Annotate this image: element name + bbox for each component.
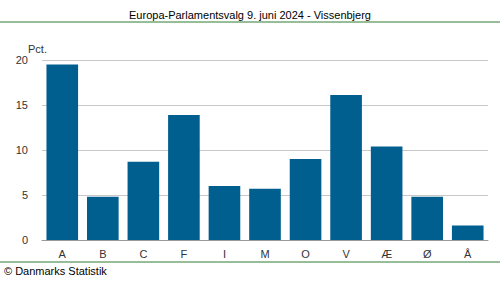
svg-text:0: 0 [22,234,28,246]
svg-text:20: 20 [16,54,28,66]
svg-text:Europa-Parlamentsvalg 9. juni: Europa-Parlamentsvalg 9. juni 2024 - Vis… [129,9,371,21]
svg-text:Pct.: Pct. [28,43,47,55]
svg-text:V: V [342,248,350,260]
svg-text:Æ: Æ [381,248,392,260]
svg-text:M: M [260,248,269,260]
svg-text:F: F [181,248,188,260]
svg-text:© Danmarks Statistik: © Danmarks Statistik [4,265,107,277]
svg-text:5: 5 [22,189,28,201]
svg-text:O: O [301,248,310,260]
svg-text:B: B [99,248,106,260]
svg-text:10: 10 [16,144,28,156]
svg-text:15: 15 [16,99,28,111]
svg-text:A: A [59,248,67,260]
svg-text:C: C [139,248,147,260]
svg-text:Å: Å [464,248,472,260]
svg-text:I: I [223,248,226,260]
svg-text:Ø: Ø [423,248,432,260]
